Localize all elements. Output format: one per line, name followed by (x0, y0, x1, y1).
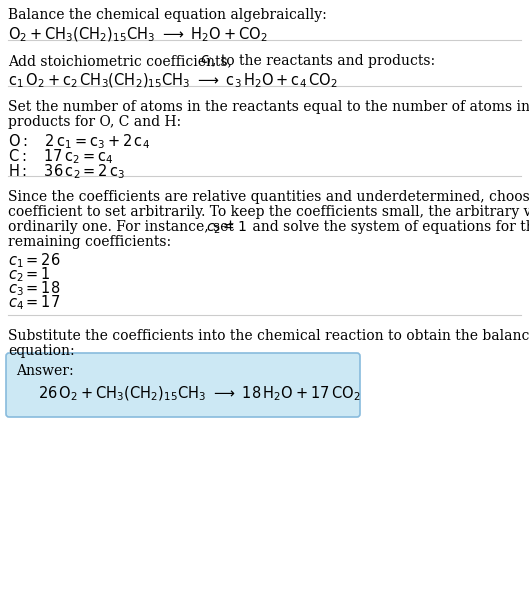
Text: ordinarily one. For instance, set: ordinarily one. For instance, set (8, 220, 238, 234)
FancyBboxPatch shape (6, 353, 360, 417)
Text: $\mathrm{O_2 + CH_3(CH_2)_{15}CH_3 \ \longrightarrow \ H_2O + CO_2}$: $\mathrm{O_2 + CH_3(CH_2)_{15}CH_3 \ \lo… (8, 26, 268, 44)
Text: , to the reactants and products:: , to the reactants and products: (212, 54, 435, 68)
Text: $\mathrm{26\,O_2 + CH_3(CH_2)_{15}CH_3 \ \longrightarrow \ 18\,H_2O + 17\,CO_2}$: $\mathrm{26\,O_2 + CH_3(CH_2)_{15}CH_3 \… (38, 385, 361, 404)
Text: coefficient to set arbitrarily. To keep the coefficients small, the arbitrary va: coefficient to set arbitrarily. To keep … (8, 205, 529, 219)
Text: $c_4 = 17$: $c_4 = 17$ (8, 293, 60, 312)
Text: Balance the chemical equation algebraically:: Balance the chemical equation algebraica… (8, 8, 327, 22)
Text: $c_2 = 1$: $c_2 = 1$ (8, 265, 51, 283)
Text: $c_3 = 18$: $c_3 = 18$ (8, 279, 60, 297)
Text: Add stoichiometric coefficients,: Add stoichiometric coefficients, (8, 54, 236, 68)
Text: $c_1 = 26$: $c_1 = 26$ (8, 251, 61, 270)
Text: $\mathrm{C{:}\ \ \ 17\,c_2 = c_4}$: $\mathrm{C{:}\ \ \ 17\,c_2 = c_4}$ (8, 147, 113, 166)
Text: equation:: equation: (8, 344, 75, 358)
Text: and solve the system of equations for the: and solve the system of equations for th… (248, 220, 529, 234)
Text: Since the coefficients are relative quantities and underdetermined, choose a: Since the coefficients are relative quan… (8, 190, 529, 204)
Text: remaining coefficients:: remaining coefficients: (8, 235, 171, 249)
Text: Substitute the coefficients into the chemical reaction to obtain the balanced: Substitute the coefficients into the che… (8, 329, 529, 343)
Text: Set the number of atoms in the reactants equal to the number of atoms in the: Set the number of atoms in the reactants… (8, 100, 529, 114)
Text: $c_2 = 1$: $c_2 = 1$ (206, 220, 247, 236)
Text: $\mathrm{c_1\,O_2 + c_2\,CH_3(CH_2)_{15}CH_3 \ \longrightarrow \ c_3\,H_2O + c_4: $\mathrm{c_1\,O_2 + c_2\,CH_3(CH_2)_{15}… (8, 72, 338, 90)
Text: $c_i$: $c_i$ (200, 54, 212, 69)
Text: products for O, C and H:: products for O, C and H: (8, 115, 181, 129)
Text: $\mathrm{O{:}\ \ \ 2\,c_1 = c_3 + 2\,c_4}$: $\mathrm{O{:}\ \ \ 2\,c_1 = c_3 + 2\,c_4… (8, 132, 150, 151)
Text: Answer:: Answer: (16, 364, 74, 378)
Text: $\mathrm{H{:}\ \ \ 36\,c_2 = 2\,c_3}$: $\mathrm{H{:}\ \ \ 36\,c_2 = 2\,c_3}$ (8, 162, 125, 181)
